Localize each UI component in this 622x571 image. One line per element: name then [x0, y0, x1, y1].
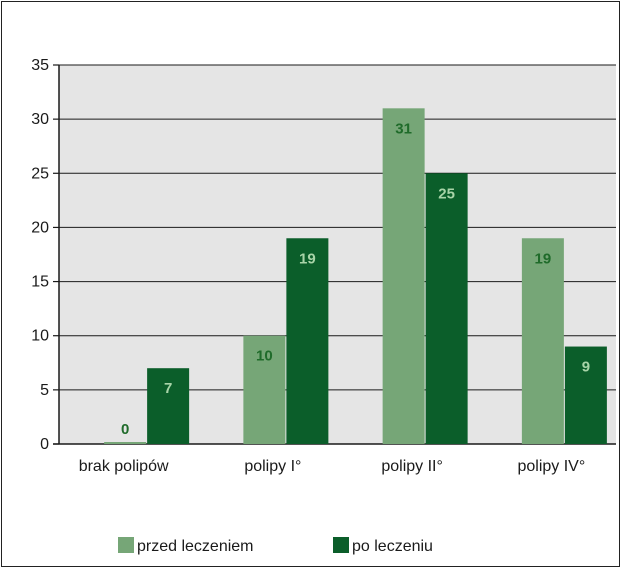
y-tick-label: 25 — [31, 165, 49, 182]
legend-label-po: po leczeniu — [352, 538, 433, 555]
bar-po-0 — [147, 368, 190, 444]
legend-swatch-przed — [118, 537, 134, 553]
y-tick-label: 30 — [31, 111, 49, 128]
data-label: 19 — [299, 250, 316, 267]
data-label: 19 — [535, 250, 552, 267]
x-category-label: brak polipów — [79, 458, 169, 475]
data-label: 10 — [256, 348, 273, 365]
legend-label-przed: przed leczeniem — [137, 538, 254, 555]
y-tick-label: 10 — [31, 328, 49, 345]
bar-przed-0 — [104, 442, 147, 444]
x-category-label: polipy II° — [381, 458, 443, 475]
bar-po-2 — [425, 173, 468, 445]
bar-przed-1 — [243, 335, 286, 444]
y-tick-label: 15 — [31, 274, 49, 291]
bar-przed-2 — [382, 108, 425, 445]
data-label: 25 — [438, 185, 455, 202]
data-label: 9 — [582, 359, 590, 376]
legend-swatch-po — [333, 537, 349, 553]
y-tick-label: 0 — [40, 436, 49, 453]
y-tick-label: 5 — [40, 382, 49, 399]
bar-przed-3 — [521, 238, 564, 444]
bar-po-1 — [286, 238, 329, 444]
data-label: 7 — [164, 380, 172, 397]
y-tick-label: 20 — [31, 219, 49, 236]
data-label: 31 — [395, 120, 412, 137]
bar-po-3 — [564, 346, 607, 444]
y-tick-label: 35 — [31, 57, 49, 74]
data-label: 0 — [121, 421, 129, 438]
x-category-label: polipy IV° — [517, 458, 585, 475]
x-category-label: polipy I° — [244, 458, 301, 475]
